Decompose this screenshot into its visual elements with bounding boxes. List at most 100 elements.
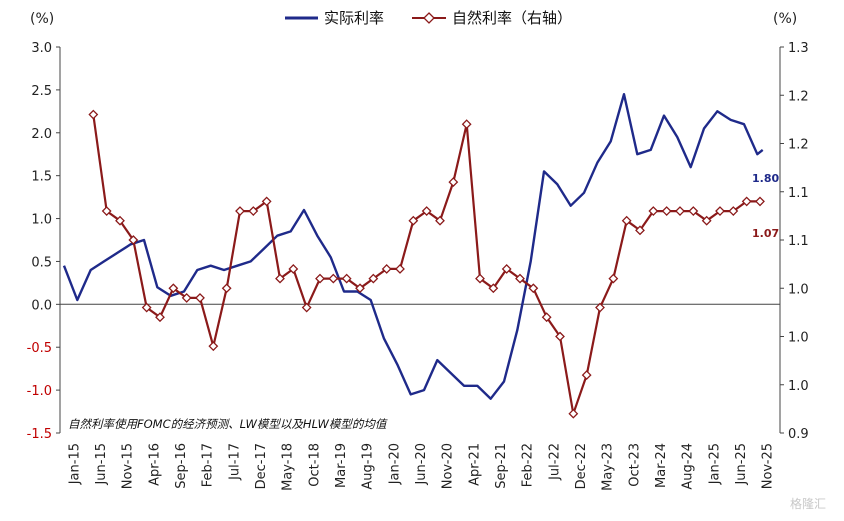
natural-rate-point	[168, 283, 179, 294]
natural-rate-point	[141, 302, 152, 313]
natural-rate-point	[155, 312, 165, 323]
natural-rate-point	[501, 264, 512, 274]
natural-rate-point	[315, 273, 325, 284]
x-tick-label: Jun-25	[734, 443, 749, 486]
right-tick-label: 1.0	[788, 282, 809, 297]
natural-rate-data-label: 1.07	[752, 227, 779, 240]
x-tick-label: Feb-17	[201, 443, 216, 487]
natural-rate-point	[368, 273, 379, 284]
natural-rate-point	[488, 283, 499, 294]
right-tick-label: 0.9	[788, 427, 809, 442]
natural-rate-point	[288, 264, 299, 274]
x-tick-label: Jul-17	[227, 443, 242, 481]
natural-rate-point	[208, 341, 219, 352]
x-tick-label: Feb-22	[521, 443, 536, 487]
x-tick-label: May-23	[601, 443, 616, 491]
natural-rate-point	[661, 206, 672, 216]
x-tick-label: Nov-25	[761, 443, 776, 489]
natural-rate-point	[688, 206, 699, 216]
natural-rate-point	[115, 215, 125, 226]
x-tick-label: Aug-19	[361, 443, 376, 490]
right-tick-label: 1.3	[788, 41, 809, 56]
natural-rate-point	[88, 109, 99, 120]
natural-rate-point	[128, 235, 139, 245]
left-tick-label: -1.0	[27, 384, 52, 399]
x-tick-label: Nov-20	[441, 443, 456, 489]
natural-rate-point	[608, 273, 619, 284]
natural-rate-point	[568, 408, 579, 419]
natural-rate-point	[515, 273, 525, 284]
natural-rate-point	[475, 273, 485, 284]
left-axis-ticks: -1.5 -1.0 -0.5 0.0 0.5 1.0 1.5 2.0 2.5 3.0	[27, 41, 60, 442]
right-tick-label: 1.2	[788, 89, 809, 104]
real-rate-data-label: 1.80	[752, 172, 779, 185]
legend-natural-rate-label: 自然利率（右轴）	[452, 9, 572, 27]
natural-rate-point	[461, 119, 472, 130]
legend: 实际利率 自然利率（右轴）	[285, 9, 572, 27]
natural-rate-point	[395, 264, 405, 274]
natural-rate-point	[221, 283, 232, 294]
x-tick-label: Oct-18	[307, 443, 322, 487]
natural-rate-point	[328, 273, 339, 284]
natural-rate-point	[248, 206, 259, 216]
right-axis-unit: (%)	[773, 11, 797, 27]
natural-rate-point	[541, 312, 552, 323]
x-tick-label: Jan-20	[387, 443, 402, 485]
left-axis-unit: (%)	[30, 11, 54, 27]
x-tick-label: Apr-16	[147, 443, 162, 486]
x-tick-label: Jun-20	[414, 443, 429, 486]
legend-natural-rate-marker	[423, 12, 435, 24]
x-tick-label: Oct-23	[627, 443, 642, 487]
left-tick-label: 0.5	[31, 255, 52, 270]
natural-rate-point	[448, 177, 459, 188]
natural-rate-line	[92, 114, 760, 415]
natural-rate-point	[435, 215, 445, 226]
natural-rate-point	[755, 196, 765, 207]
natural-rate-point	[595, 302, 605, 313]
natural-rate-point	[408, 215, 419, 226]
natural-rate-point	[381, 264, 392, 274]
footnote: 自然利率使用FOMC的经济预测、LW模型以及HLW模型的均值	[68, 417, 388, 431]
natural-rate-point	[181, 292, 192, 303]
left-tick-label: 1.0	[31, 213, 52, 228]
x-tick-label: Jun-15	[94, 443, 109, 486]
natural-rate-point	[275, 273, 285, 284]
natural-rate-point	[701, 215, 712, 226]
right-tick-label: 1.2	[788, 138, 809, 153]
watermark: 格隆汇	[790, 496, 826, 511]
right-tick-label: 1.1	[788, 234, 809, 249]
real-rate-line	[62, 92, 764, 400]
natural-rate-point	[528, 283, 539, 294]
left-tick-label: 2.5	[31, 84, 52, 99]
natural-rate-point	[715, 206, 725, 216]
natural-rate-point	[261, 196, 272, 207]
right-tick-label: 1.1	[788, 186, 809, 201]
x-axis-ticks: Jan-15 Jun-15 Nov-15 Apr-16 Sep-16 Feb-17 Jul-…	[67, 443, 775, 491]
natural-rate-point	[581, 370, 592, 381]
x-tick-label: May-18	[281, 443, 296, 491]
x-tick-label: Jan-15	[67, 443, 82, 485]
left-tick-label: 0.0	[31, 298, 52, 313]
natural-rate-point	[648, 206, 659, 216]
right-axis-ticks: 0.9 1.0 1.0 1.0 1.1 1.1 1.2 1.2 1.3	[780, 41, 809, 442]
x-tick-label: Mar-24	[654, 443, 669, 488]
series-real-rate	[62, 92, 764, 400]
left-tick-label: 2.0	[31, 127, 52, 142]
natural-rate-point	[301, 302, 312, 313]
right-tick-label: 1.0	[788, 331, 809, 346]
legend-real-rate-label: 实际利率	[324, 9, 384, 27]
x-tick-label: Dec-22	[574, 443, 589, 489]
natural-rate-point	[621, 215, 632, 226]
natural-rate-point	[728, 206, 739, 216]
x-tick-label: Dec-17	[254, 443, 269, 489]
natural-rate-point	[635, 225, 645, 236]
x-tick-label: Jul-22	[547, 443, 562, 481]
natural-rate-point	[555, 331, 565, 342]
natural-rate-point	[421, 206, 432, 216]
natural-rate-point	[101, 206, 112, 216]
natural-rate-point	[341, 273, 352, 284]
x-tick-label: Mar-19	[334, 443, 349, 488]
x-tick-label: Aug-24	[681, 443, 696, 490]
left-tick-label: -0.5	[27, 341, 52, 356]
